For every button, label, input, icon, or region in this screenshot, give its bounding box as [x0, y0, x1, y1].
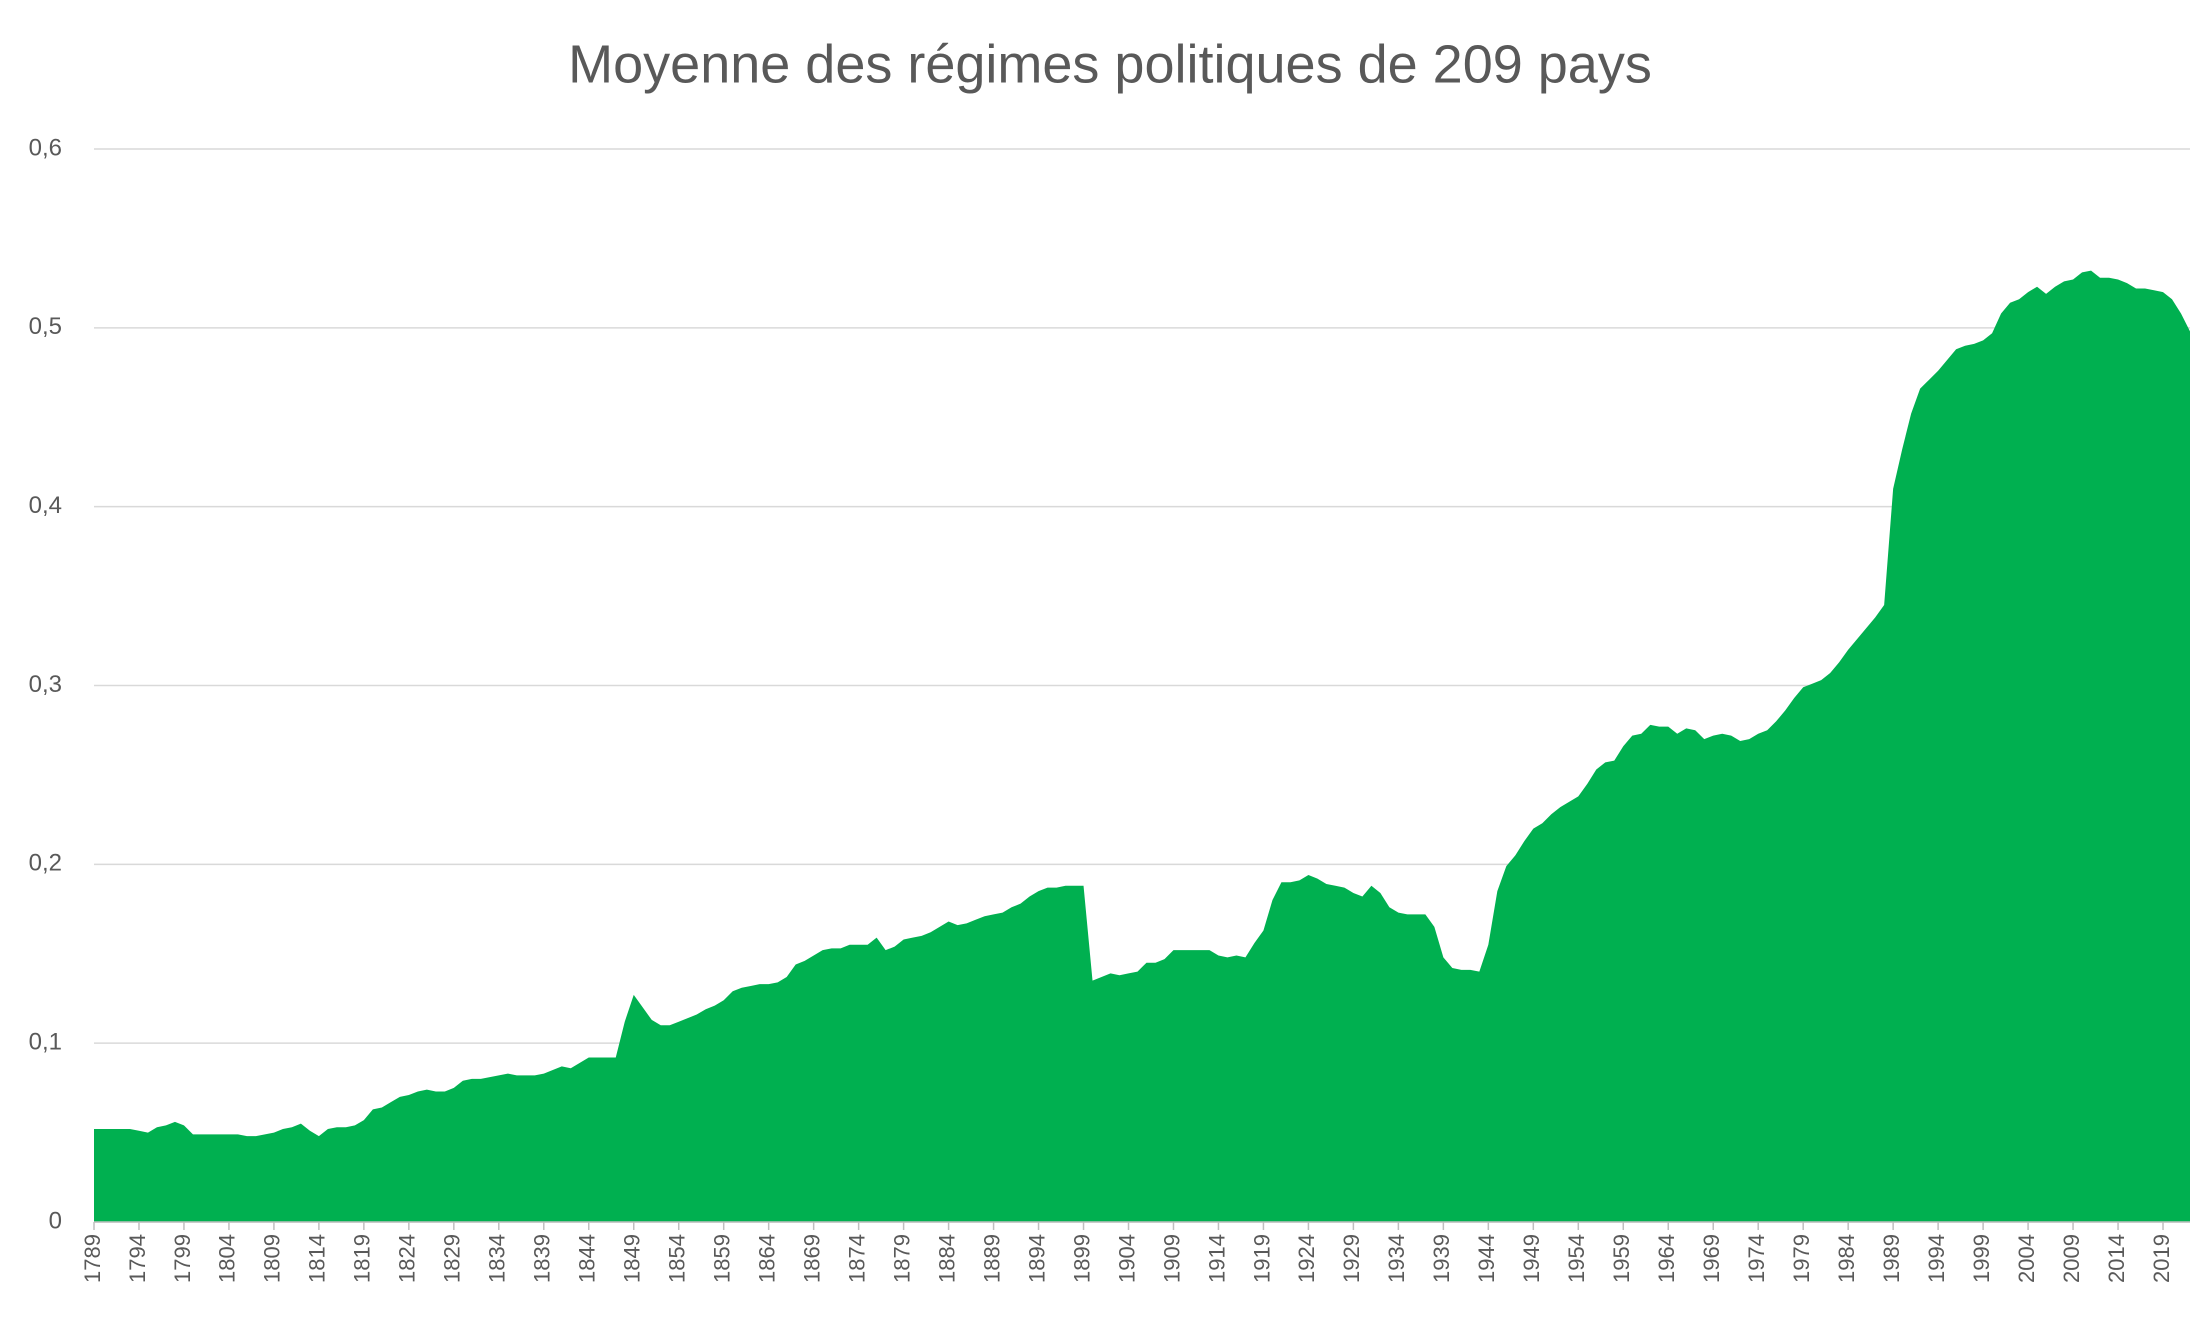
x-tick-label: 1919: [1249, 1234, 1274, 1283]
x-tick-label: 1824: [395, 1234, 420, 1283]
x-tick-label: 1794: [125, 1234, 150, 1283]
x-tick-label: 1869: [799, 1234, 824, 1283]
x-tick-label: 1894: [1024, 1234, 1049, 1283]
y-tick-label: 0,2: [29, 850, 62, 877]
area: [94, 270, 2190, 1222]
y-tick-label: 0,3: [29, 671, 62, 698]
x-tick-label: 1979: [1789, 1234, 1814, 1283]
y-tick-label: 0,1: [29, 1029, 62, 1056]
y-tick-label: 0,4: [29, 492, 62, 519]
x-tick-label: 1914: [1204, 1234, 1229, 1283]
x-tick-label: 1804: [215, 1234, 240, 1283]
x-tick-label: 2014: [2104, 1234, 2129, 1283]
x-tick-label: 1964: [1654, 1234, 1679, 1283]
x-tick-label: 1904: [1114, 1234, 1139, 1283]
x-tick-label: 1974: [1744, 1234, 1769, 1283]
x-tick-label: 1939: [1429, 1234, 1454, 1283]
x-tick-label: 1829: [440, 1234, 465, 1283]
x-tick-label: 1954: [1564, 1234, 1589, 1283]
x-tick-label: 1994: [1924, 1234, 1949, 1283]
x-tick-label: 1834: [485, 1234, 510, 1283]
y-tick-label: 0,6: [29, 134, 62, 161]
x-tick-label: 1959: [1609, 1234, 1634, 1283]
x-tick-label: 1854: [665, 1234, 690, 1283]
x-tick-label: 1814: [305, 1234, 330, 1283]
x-tick-label: 1819: [350, 1234, 375, 1283]
x-tick-label: 1949: [1519, 1234, 1544, 1283]
x-tick-label: 1999: [1969, 1234, 1994, 1283]
x-tick-label: 1889: [979, 1234, 1004, 1283]
x-tick-label: 1884: [934, 1234, 959, 1283]
x-tick-label: 1929: [1339, 1234, 1364, 1283]
x-tick-label: 2009: [2059, 1234, 2084, 1283]
x-tick-label: 1934: [1384, 1234, 1409, 1283]
x-tick-label: 1969: [1699, 1234, 1724, 1283]
x-tick-label: 2019: [2149, 1234, 2174, 1283]
x-tick-label: 1789: [80, 1234, 105, 1283]
x-tick-label: 1859: [710, 1234, 735, 1283]
x-tick-label: 1864: [754, 1234, 779, 1283]
x-tick-label: 1874: [844, 1234, 869, 1283]
x-tick-label: 1909: [1159, 1234, 1184, 1283]
x-tick-label: 1849: [620, 1234, 645, 1283]
x-tick-label: 1799: [170, 1234, 195, 1283]
x-tick-label: 1944: [1474, 1234, 1499, 1283]
x-tick-label: 2004: [2014, 1234, 2039, 1283]
x-tick-label: 1924: [1294, 1234, 1319, 1283]
y-tick-label: 0,5: [29, 313, 62, 340]
x-tick-label: 1899: [1069, 1234, 1094, 1283]
x-tick-label: 1839: [530, 1234, 555, 1283]
x-tick-label: 1984: [1834, 1234, 1859, 1283]
chart-title: Moyenne des régimes politiques de 209 pa…: [568, 34, 1652, 94]
x-tick-label: 1809: [260, 1234, 285, 1283]
y-tick-label: 0: [49, 1207, 62, 1234]
x-tick-label: 1844: [575, 1234, 600, 1283]
x-tick-label: 1989: [1879, 1234, 1904, 1283]
x-tick-label: 1879: [889, 1234, 914, 1283]
